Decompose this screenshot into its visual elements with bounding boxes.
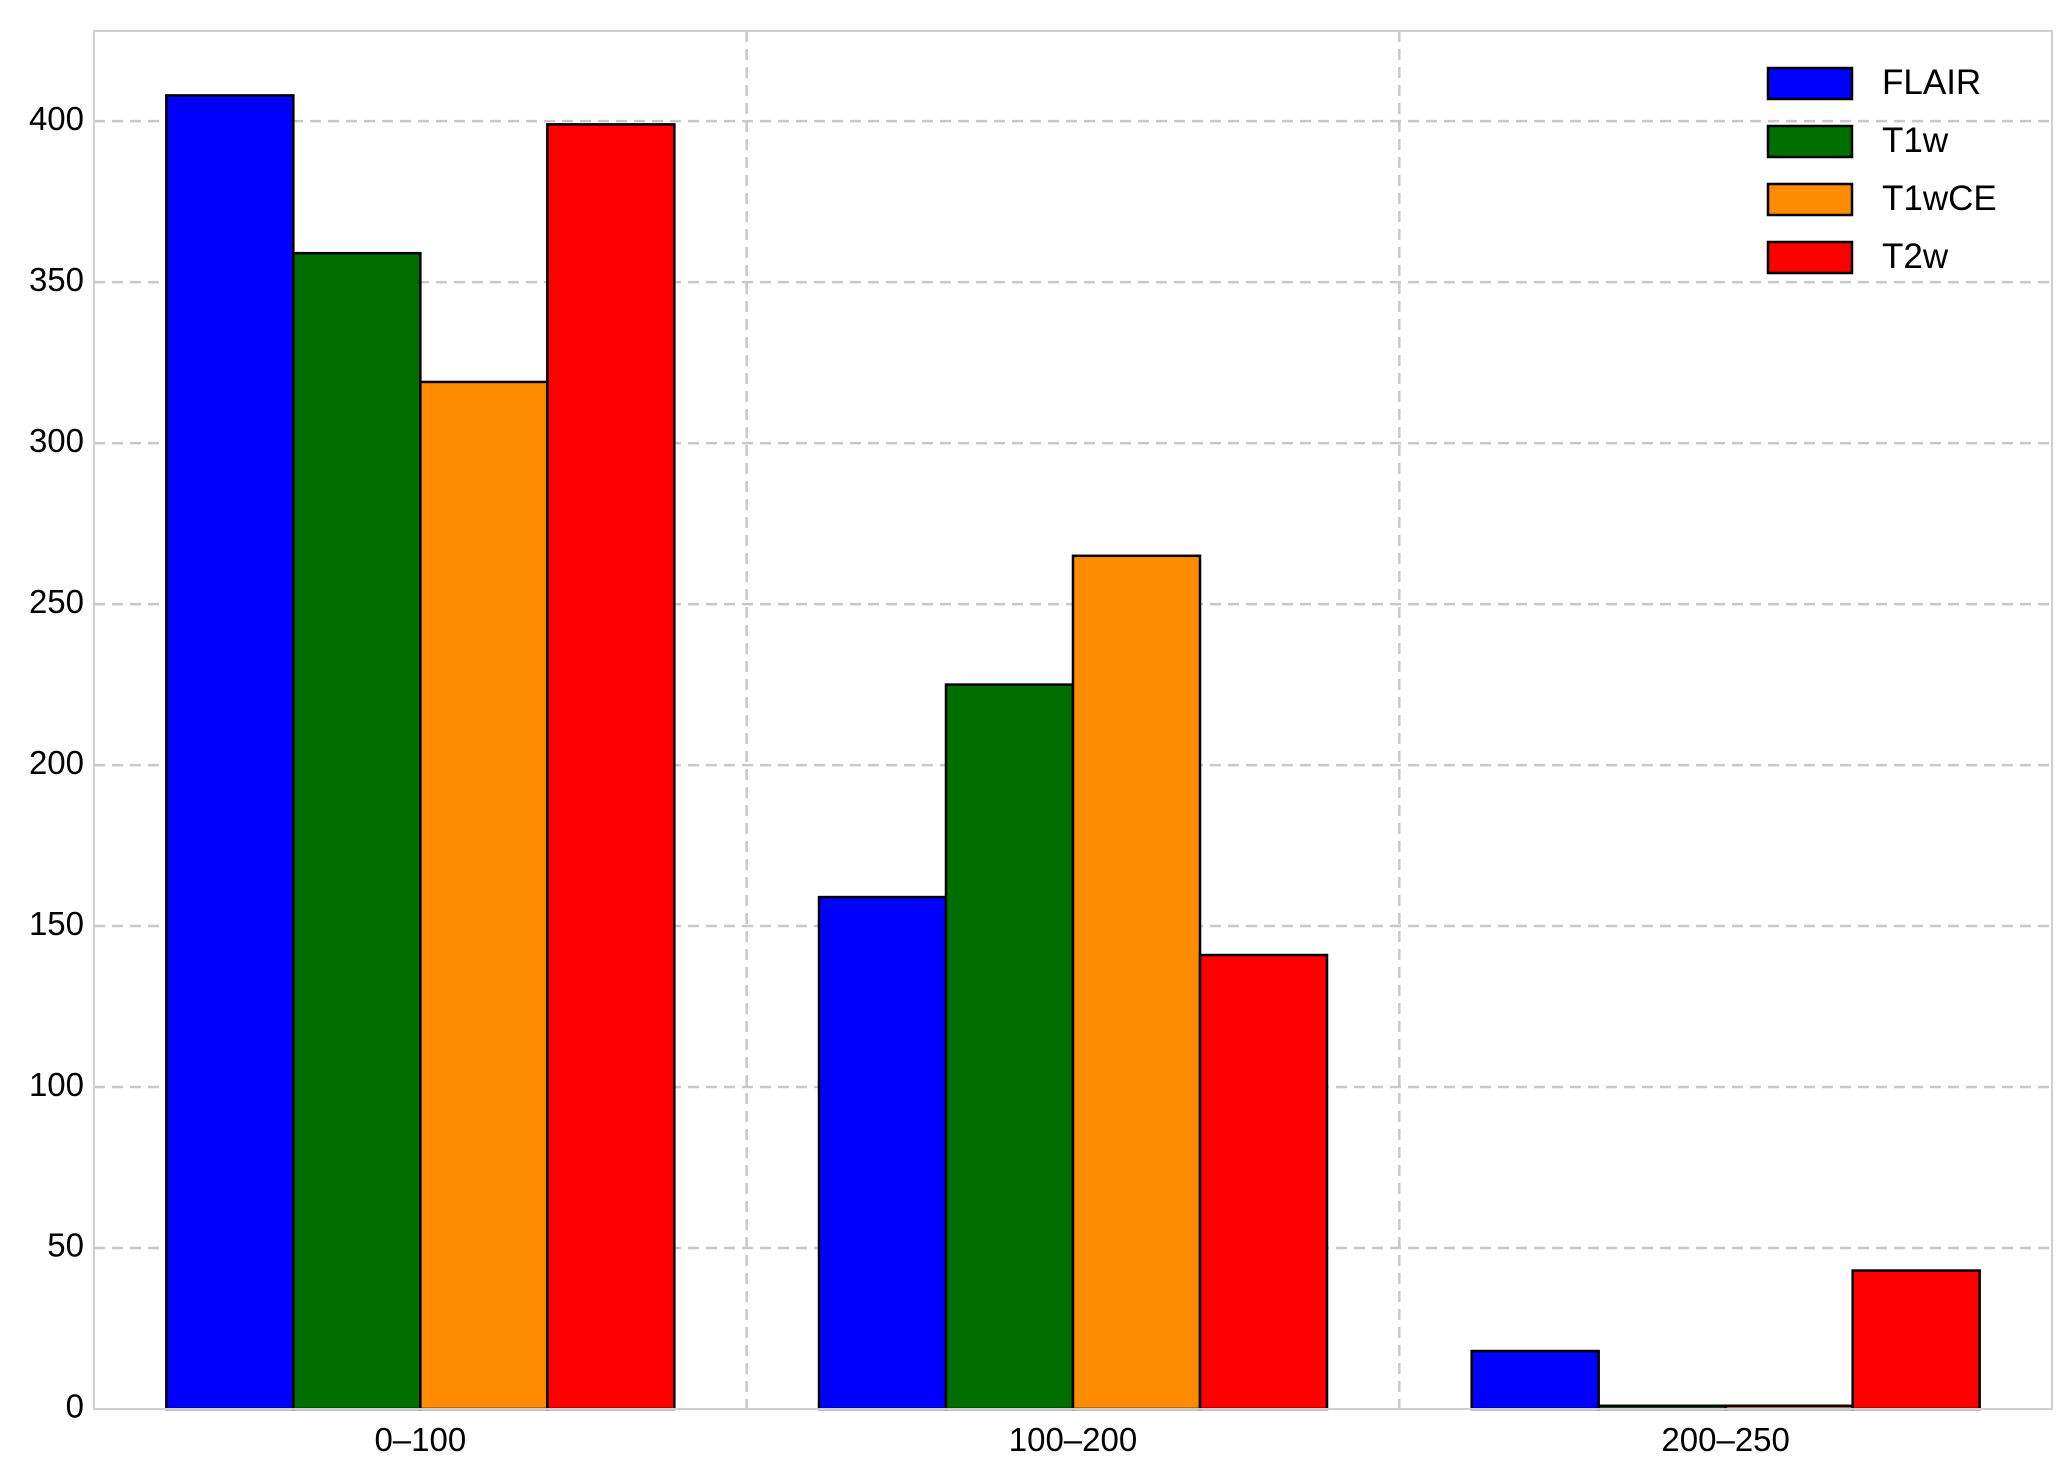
x-tick-label: 0–100 bbox=[374, 1421, 466, 1458]
y-axis-ticks: 0 50 100 150 200 250 300 350 400 bbox=[29, 100, 84, 1425]
legend-swatch-t2w bbox=[1766, 240, 1854, 275]
bar-flair-0 bbox=[165, 94, 295, 1411]
y-tick-label: 50 bbox=[47, 1227, 84, 1264]
bar-t2w-1 bbox=[1198, 953, 1329, 1411]
legend-label-t1w: T1w bbox=[1882, 121, 1949, 160]
bar-t1wce-0 bbox=[419, 380, 549, 1411]
legend-swatch-t1w bbox=[1766, 124, 1854, 159]
y-tick-label: 100 bbox=[29, 1066, 84, 1103]
bar-flair-1 bbox=[817, 895, 948, 1411]
legend-label-flair: FLAIR bbox=[1882, 63, 1981, 102]
y-tick-label: 400 bbox=[29, 100, 84, 137]
y-tick-label: 350 bbox=[29, 261, 84, 298]
bar-t1wce-1 bbox=[1071, 554, 1202, 1411]
bar-t1w-0 bbox=[292, 251, 422, 1411]
bar-t1w-1 bbox=[944, 683, 1075, 1411]
y-tick-label: 200 bbox=[29, 744, 84, 781]
x-tick-label: 100–200 bbox=[1009, 1421, 1137, 1458]
bar-t2w-2 bbox=[1851, 1269, 1981, 1411]
bar-t2w-0 bbox=[546, 123, 676, 1411]
bar-flair-2 bbox=[1470, 1349, 1600, 1411]
y-tick-label: 300 bbox=[29, 422, 84, 459]
x-axis-ticks: 0–100 100–200 200–250 bbox=[374, 1421, 1789, 1458]
y-tick-label: 150 bbox=[29, 905, 84, 942]
legend-swatch-flair bbox=[1766, 66, 1854, 101]
legend-swatch-t1wce bbox=[1766, 182, 1854, 217]
legend-label-t1wce: T1wCE bbox=[1882, 179, 1997, 218]
legend: FLAIR T1w T1wCE T2w bbox=[1766, 63, 1997, 276]
x-tick-label: 200–250 bbox=[1661, 1421, 1789, 1458]
y-tick-label: 0 bbox=[66, 1388, 84, 1425]
legend-label-t2w: T2w bbox=[1882, 237, 1949, 276]
bars bbox=[165, 94, 1981, 1411]
plot-frame bbox=[93, 30, 2053, 1410]
y-tick-label: 250 bbox=[29, 583, 84, 620]
